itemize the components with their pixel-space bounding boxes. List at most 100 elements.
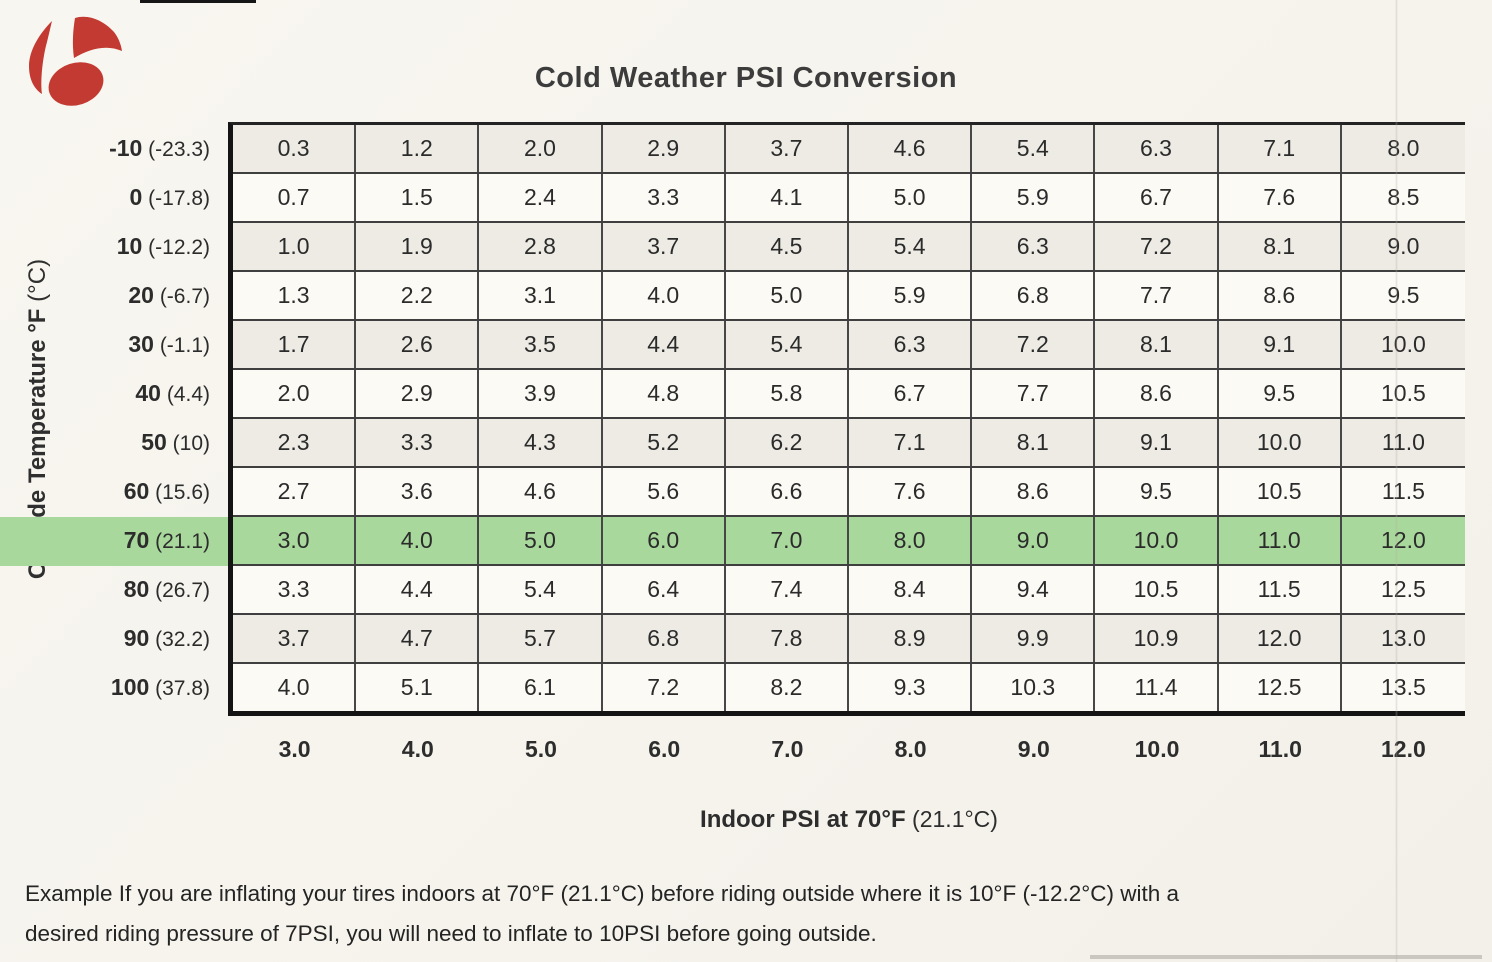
- table-cell: 11.4: [1095, 664, 1219, 711]
- table-cell: 9.1: [1095, 419, 1219, 466]
- table-cell: 9.5: [1219, 370, 1342, 417]
- table-cell: 6.7: [1095, 174, 1219, 221]
- table-cell: 5.4: [479, 566, 603, 613]
- table-cell: 4.0: [356, 517, 480, 564]
- row-label: 90 (32.2): [123, 625, 210, 651]
- table-cell: 4.6: [479, 468, 603, 515]
- table-cell: 4.5: [726, 223, 849, 270]
- x-axis-tick: 7.0: [771, 736, 804, 762]
- table-cell: 7.7: [972, 370, 1096, 417]
- table-cell: 12.5: [1219, 664, 1342, 711]
- table-cell: 8.0: [1387, 135, 1420, 161]
- table-cell: 4.6: [849, 125, 973, 172]
- table-cell: 5.0: [479, 517, 603, 564]
- table-cell: 6.2: [726, 419, 849, 466]
- table-cell: 1.3: [233, 272, 357, 319]
- table-row: 1.7 2.6 3.5 4.4 5.4 6.3 7.2 8.1 9.1 10.0: [233, 321, 1465, 370]
- table-cell: 2.9: [603, 125, 726, 172]
- table-cell: 8.6: [1219, 272, 1342, 319]
- table-cell: 3.9: [479, 370, 603, 417]
- table-cell: 3.3: [603, 174, 726, 221]
- table-cell: 11.5: [1219, 566, 1342, 613]
- table-cell: 7.6: [849, 468, 973, 515]
- table-cell: 10.3: [972, 664, 1096, 711]
- table-row: 1.3 2.2 3.1 4.0 5.0 5.9 6.8 7.7 8.6 9.5: [233, 272, 1465, 321]
- x-axis-tick: 10.0: [1134, 736, 1180, 762]
- x-axis-ticks: 3.0 4.0 5.0 6.0 7.0 8.0 9.0 10.0 11.0 12.0: [233, 736, 1465, 763]
- page-title: Cold Weather PSI Conversion: [534, 62, 958, 94]
- table-cell: 8.2: [726, 664, 849, 711]
- table-row: 1.0 1.9 2.8 3.7 4.5 5.4 6.3 7.2 8.1 9.0: [233, 223, 1465, 272]
- table-cell: 12.0: [1381, 527, 1426, 553]
- table-cell: 11.5: [1381, 478, 1425, 504]
- row-label: 30 (-1.1): [128, 331, 210, 357]
- bontrager-logo-icon: [29, 16, 122, 106]
- table-cell: 4.7: [356, 615, 480, 662]
- table-cell: 3.0: [233, 517, 357, 564]
- table-cell: 8.6: [972, 468, 1096, 515]
- row-label: -10 (-23.3): [109, 135, 210, 161]
- table-cell: 9.4: [972, 566, 1096, 613]
- x-axis-tick: 9.0: [1017, 736, 1050, 762]
- table-cell: 13.0: [1381, 625, 1426, 651]
- table-cell: 8.4: [849, 566, 973, 613]
- table-cell: 9.0: [1387, 233, 1420, 259]
- table-cell: 3.1: [479, 272, 603, 319]
- example-text: Example If you are inflating your tires …: [25, 874, 1465, 954]
- table-cell: 6.3: [1095, 125, 1219, 172]
- table-cell: 6.8: [972, 272, 1096, 319]
- x-axis-tick: 12.0: [1381, 736, 1426, 762]
- paper-crease: [1395, 0, 1398, 962]
- table-cell: 13.5: [1381, 674, 1426, 700]
- table-cell: 6.3: [972, 223, 1096, 270]
- x-axis-label: Indoor PSI at 70°F (21.1°C): [233, 806, 1465, 834]
- table-cell: 3.6: [356, 468, 480, 515]
- table-cell: 3.5: [479, 321, 603, 368]
- scan-artifact-bottom-line: [1090, 955, 1482, 959]
- table-cell: 9.0: [972, 517, 1096, 564]
- x-axis-tick: 11.0: [1258, 736, 1302, 762]
- table-cell: 4.3: [479, 419, 603, 466]
- table-cell: 5.4: [726, 321, 849, 368]
- table-cell: 8.0: [849, 517, 973, 564]
- table-cell: 1.0: [233, 223, 357, 270]
- table-cell: 6.0: [603, 517, 726, 564]
- table-cell: 9.5: [1387, 282, 1420, 308]
- x-axis-tick: 5.0: [525, 736, 557, 762]
- table-cell: 10.9: [1095, 615, 1219, 662]
- table-cell: 7.2: [1095, 223, 1219, 270]
- table-cell: 4.4: [356, 566, 480, 613]
- table-cell: 7.1: [1219, 125, 1342, 172]
- table-cell: 7.6: [1219, 174, 1342, 221]
- table-cell: 11.0: [1219, 517, 1342, 564]
- table-cell: 9.9: [972, 615, 1096, 662]
- table-cell: 5.0: [726, 272, 849, 319]
- table-cell: 0.7: [233, 174, 357, 221]
- table-cell: 10.0: [1381, 331, 1426, 357]
- table-cell: 10.0: [1219, 419, 1342, 466]
- table-cell: 2.4: [479, 174, 603, 221]
- row-label: 60 (15.6): [123, 478, 210, 504]
- table-row: 4.0 5.1 6.1 7.2 8.2 9.3 10.3 11.4 12.5 13.5: [233, 664, 1465, 711]
- table-cell: 12.0: [1219, 615, 1342, 662]
- table-cell: 10.5: [1219, 468, 1342, 515]
- example-text-line: desired riding pressure of 7PSI, you wil…: [25, 921, 877, 946]
- table-cell: 3.3: [233, 566, 357, 613]
- table-cell: 1.7: [233, 321, 357, 368]
- table-cell: 2.2: [356, 272, 480, 319]
- table-cell: 5.9: [849, 272, 973, 319]
- table-row: 3.3 4.4 5.4 6.4 7.4 8.4 9.4 10.5 11.5 12.5: [233, 566, 1465, 615]
- table-cell: 6.4: [603, 566, 726, 613]
- table-cell: 8.1: [1219, 223, 1342, 270]
- table-cell: 9.3: [849, 664, 973, 711]
- table-cell: 6.1: [479, 664, 603, 711]
- table-cell: 9.5: [1095, 468, 1219, 515]
- psi-table-grid: 0.3 1.2 2.0 2.9 3.7 4.6 5.4 6.3 7.1 8.0 0.7 1.5 2.4 3…: [233, 125, 1465, 711]
- x-axis-tick: 6.0: [648, 736, 681, 762]
- table-row: 2.7 3.6 4.6 5.6 6.6 7.6 8.6 9.5 10.5 11.5: [233, 468, 1465, 517]
- table-row: 2.3 3.3 4.3 5.2 6.2 7.1 8.1 9.1 10.0 11.0: [233, 419, 1465, 468]
- table-cell: 7.2: [972, 321, 1096, 368]
- scan-artifact-top-bar: [140, 0, 256, 3]
- table-cell: 11.0: [1381, 429, 1425, 455]
